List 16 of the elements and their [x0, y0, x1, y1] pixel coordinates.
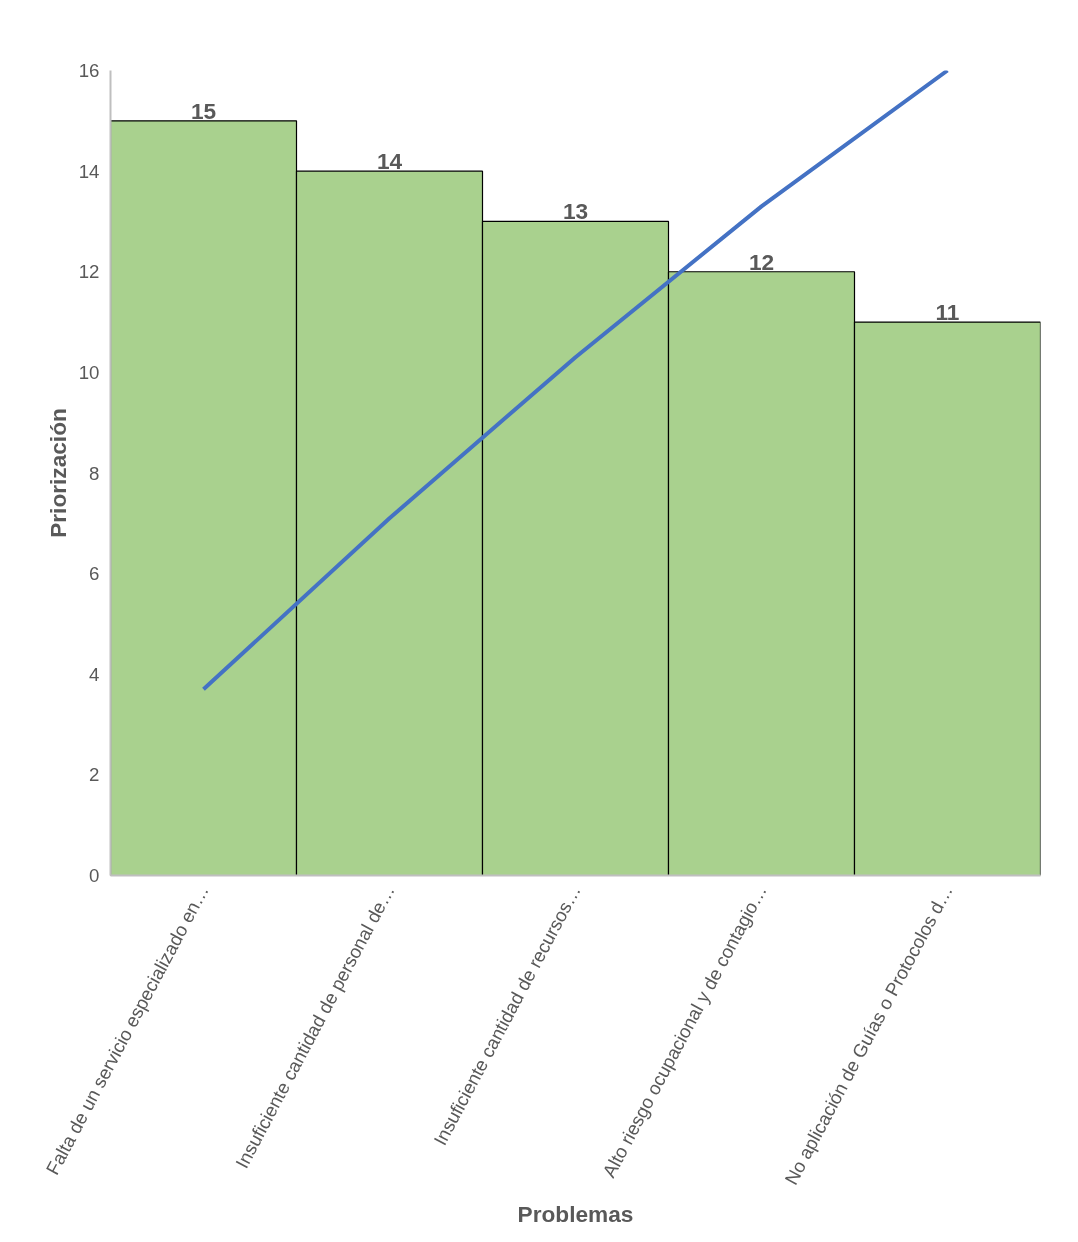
y-tick-label: 0: [89, 865, 100, 886]
y-tick-label: 4: [89, 663, 100, 685]
y-tick-label: 12: [78, 261, 100, 283]
y-tick-label: 2: [89, 764, 100, 786]
data-label: 15: [190, 97, 217, 124]
data-label: 12: [748, 248, 775, 275]
y-tick-label: 8: [89, 462, 100, 484]
y-tick-label: 14: [78, 160, 100, 182]
data-label: 14: [376, 148, 403, 175]
y-axis-title: Priorización: [44, 408, 71, 538]
y-tick-label: 10: [78, 361, 100, 383]
x-axis-title: Problemas: [517, 1201, 634, 1228]
y-tick-label: 16: [78, 60, 100, 81]
data-label: 13: [562, 198, 589, 225]
data-label: 11: [935, 299, 960, 326]
y-tick-label: 6: [89, 563, 100, 585]
